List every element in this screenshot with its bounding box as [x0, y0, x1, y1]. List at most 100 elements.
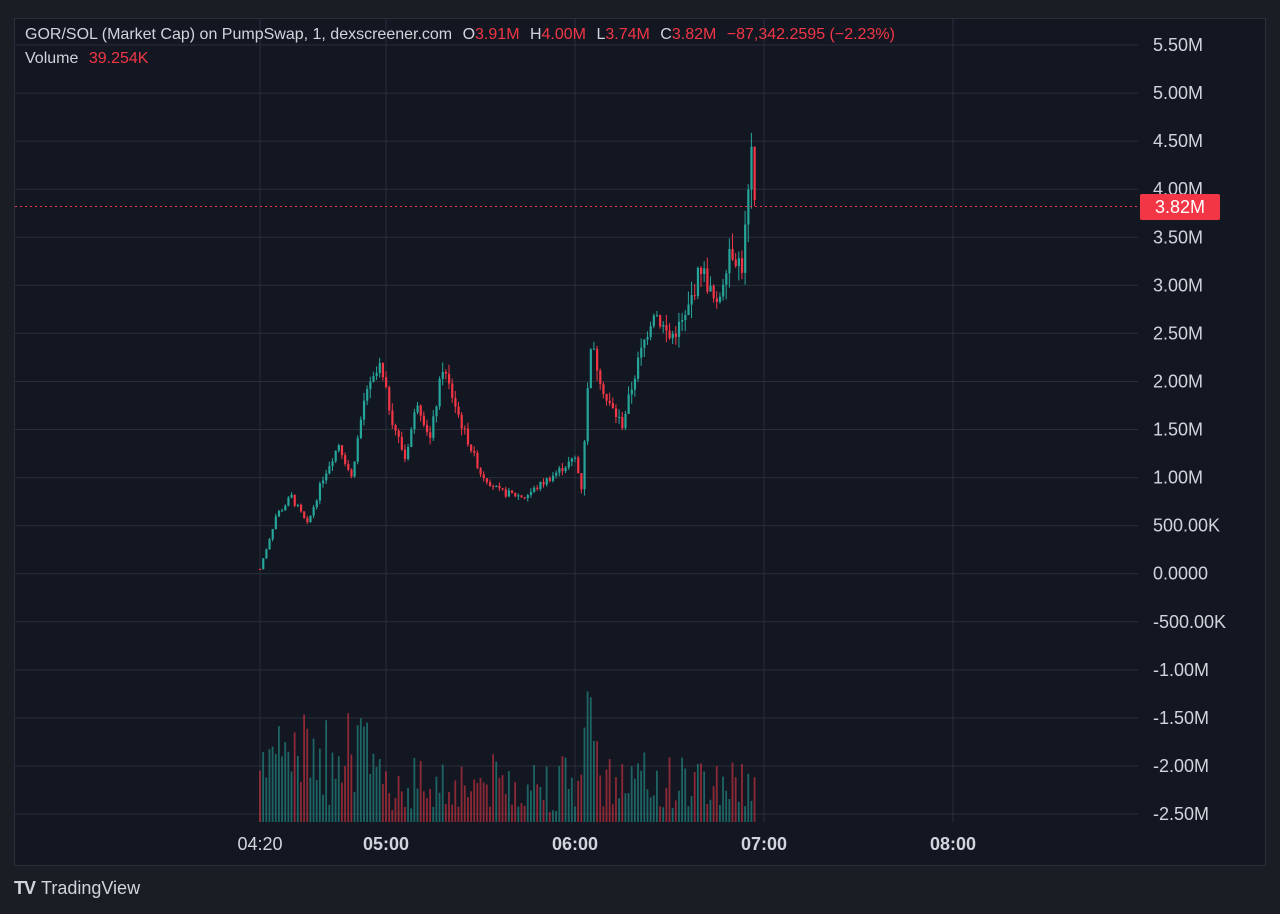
- candle-body-up: [574, 457, 577, 459]
- volume-bar: [602, 806, 605, 822]
- volume-bar: [438, 792, 441, 822]
- candle-body-up: [372, 376, 375, 382]
- volume-bar: [703, 771, 706, 822]
- volume-bar: [618, 798, 620, 822]
- volume-bar: [504, 794, 507, 822]
- volume-bar: [259, 770, 261, 822]
- low-value: 3.74M: [605, 26, 650, 43]
- volume-bar: [517, 806, 520, 822]
- volume-bar: [460, 766, 463, 822]
- candle-body-down: [693, 295, 696, 297]
- tradingview-logo-icon: TV: [14, 878, 36, 898]
- volume-bar: [300, 781, 302, 822]
- candle-body-down: [463, 428, 466, 430]
- volume-bar: [722, 776, 724, 822]
- volume-legend: Volume 39.254K: [25, 50, 148, 68]
- volume-bar: [318, 748, 321, 822]
- symbol-title[interactable]: GOR/SOL (Market Cap) on PumpSwap, 1, dex…: [25, 26, 453, 43]
- volume-bar: [599, 775, 602, 822]
- volume-bar: [744, 806, 746, 822]
- candle-body-up: [586, 388, 589, 442]
- candle-body-down: [514, 492, 517, 497]
- volume-bar: [378, 759, 381, 822]
- candle-body-up: [589, 349, 592, 389]
- x-tick-label: 04:20: [237, 834, 282, 854]
- volume-bar: [530, 790, 532, 822]
- candle-body-down: [350, 469, 353, 477]
- volume-bar: [627, 793, 630, 822]
- volume-bar: [470, 791, 472, 822]
- candle-body-down: [548, 478, 551, 481]
- candle-body-down: [419, 405, 422, 416]
- volume-value: 39.254K: [88, 50, 149, 67]
- y-tick-label: -500.00K: [1153, 612, 1226, 632]
- candle-body-down: [599, 370, 602, 385]
- volume-bar: [407, 787, 409, 822]
- volume-bar: [495, 761, 498, 822]
- candle-body-down: [454, 397, 457, 407]
- volume-bar: [696, 764, 699, 822]
- candle-body-up: [356, 438, 359, 462]
- volume-bar: [473, 779, 476, 822]
- volume-bar: [416, 788, 419, 822]
- low-label: L: [596, 26, 606, 43]
- volume-bars: [259, 691, 756, 822]
- candle-body-down: [429, 432, 432, 438]
- candle-body-up: [375, 372, 378, 377]
- y-tick-label: 2.00M: [1153, 371, 1203, 391]
- y-tick-label: 0.0000: [1153, 564, 1208, 584]
- candle-body-down: [303, 511, 306, 518]
- candle-body-up: [627, 394, 630, 414]
- candle-body-up: [555, 472, 558, 476]
- volume-bar: [536, 784, 539, 822]
- candle-body-down: [460, 414, 463, 429]
- volume-bar: [328, 804, 331, 822]
- candle-body-up: [649, 326, 652, 338]
- candle-body-up: [331, 461, 334, 467]
- candle-body-down: [511, 490, 514, 493]
- candle-body-up: [681, 320, 684, 322]
- volume-bar: [268, 749, 271, 822]
- volume-bar: [507, 771, 510, 822]
- candle-body-up: [529, 491, 533, 496]
- x-tick-label: 08:00: [930, 834, 976, 854]
- volume-bar: [429, 789, 431, 822]
- volume-bar: [293, 732, 296, 822]
- volume-bar: [753, 777, 756, 822]
- volume-bar: [388, 793, 391, 822]
- volume-bar: [448, 791, 450, 822]
- volume-bar: [734, 777, 737, 822]
- candle-body-up: [438, 378, 441, 407]
- volume-bar: [356, 725, 359, 822]
- volume-label[interactable]: Volume: [25, 50, 79, 67]
- candle-body-up: [271, 529, 274, 540]
- volume-bar: [363, 726, 365, 822]
- candle-body-up: [274, 516, 277, 530]
- volume-bar: [539, 786, 542, 822]
- volume-bar: [369, 773, 372, 822]
- volume-bar: [325, 720, 328, 822]
- volume-bar: [630, 766, 633, 822]
- volume-bar: [624, 793, 627, 822]
- open-label: O: [462, 26, 476, 43]
- candle-body-up: [290, 494, 293, 498]
- y-tick-label: 1.50M: [1153, 420, 1203, 440]
- candle-body-down: [400, 436, 403, 450]
- candle-body-down: [731, 249, 734, 260]
- volume-bar: [558, 766, 561, 822]
- candle-body-up: [662, 325, 665, 327]
- volume-bar: [419, 760, 422, 822]
- candle-body-down: [344, 455, 347, 464]
- volume-bar: [706, 803, 709, 822]
- candle-body-down: [299, 504, 303, 512]
- candle-body-up: [652, 315, 655, 327]
- volume-bar: [337, 756, 340, 822]
- candle-body-up: [533, 487, 536, 492]
- volume-bar: [344, 766, 346, 822]
- volume-bar: [511, 804, 513, 822]
- candle-body-down: [700, 267, 703, 274]
- candle-body-down: [614, 408, 618, 418]
- tradingview-brand[interactable]: TV TradingView: [14, 878, 140, 899]
- y-tick-label: -1.50M: [1153, 708, 1209, 728]
